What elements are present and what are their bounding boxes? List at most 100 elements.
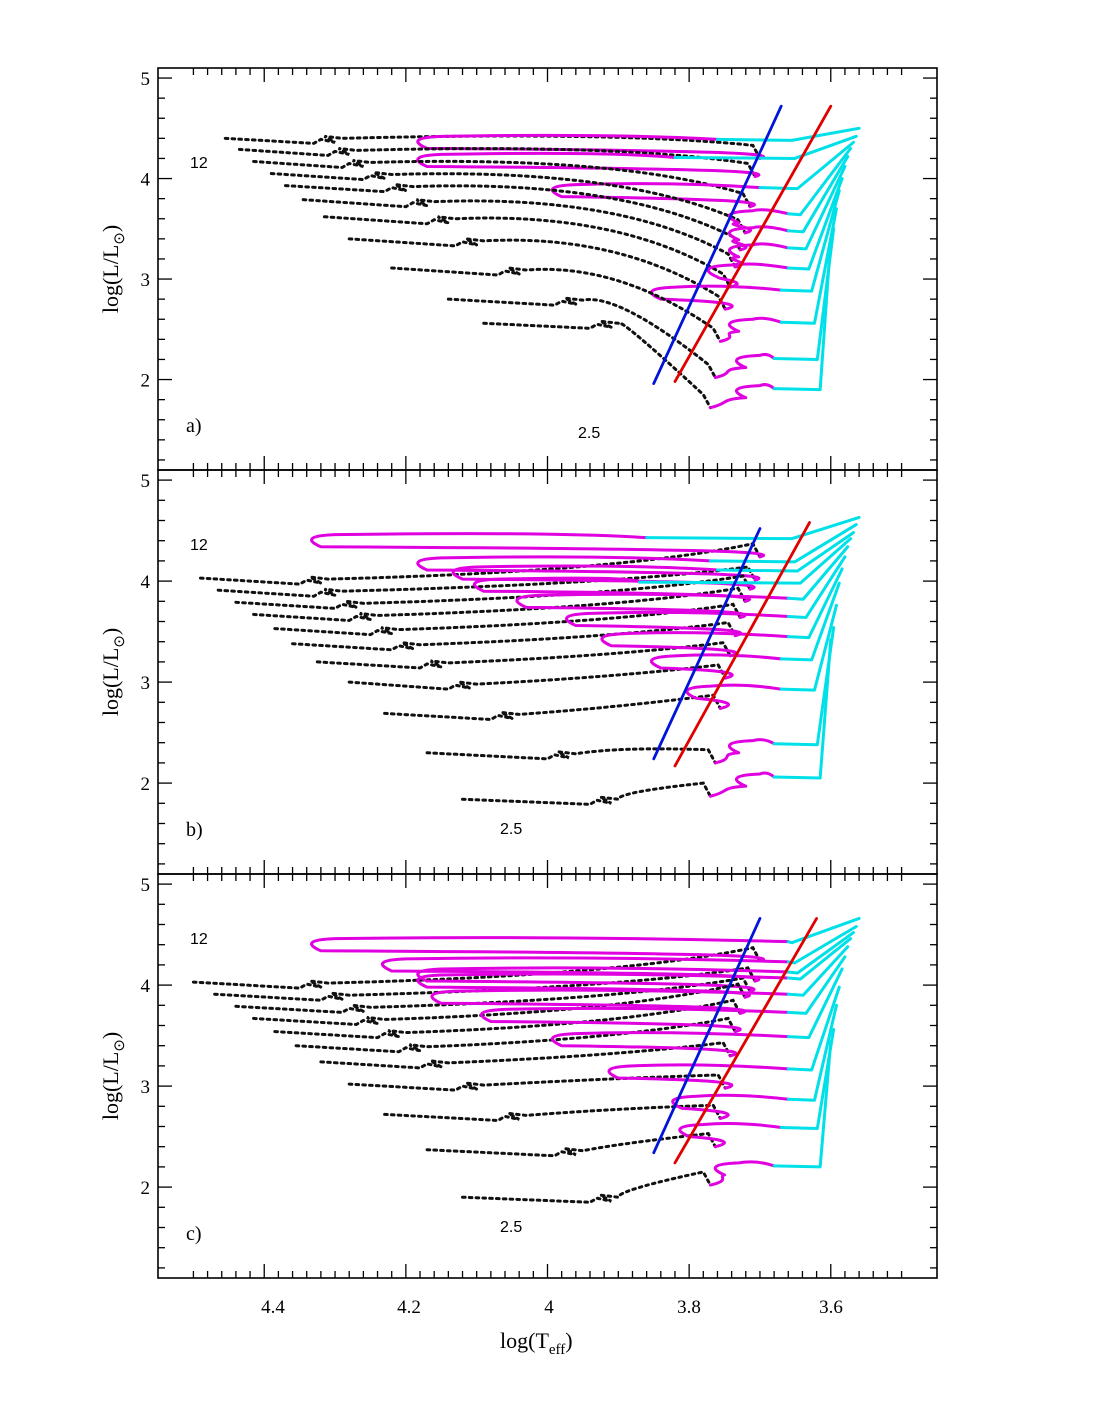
instability-strip-blue-edge — [652, 917, 762, 1155]
track-4-blue-loop — [671, 1093, 790, 1120]
panel-b: 5 4 3 2 log(L/L⊙) b) 12 2.5 — [98, 469, 938, 875]
track-2.5-blue-loop — [708, 1160, 776, 1187]
track-6msun — [319, 967, 844, 1070]
track-2.5-blue-loop — [708, 383, 776, 410]
track-7-blue-loop — [565, 610, 790, 638]
track-7msun — [291, 555, 847, 652]
track-12msun — [223, 126, 861, 160]
track-12-red-giant-branch — [715, 126, 861, 142]
mass-label-top: 12 — [190, 537, 208, 554]
track-8-red-giant-branch — [786, 154, 850, 234]
track-7-red-giant-branch — [786, 164, 847, 251]
track-4-main-sequence — [383, 1103, 722, 1122]
y-axis-title-c: log(L/L⊙) — [98, 1032, 128, 1120]
track-6-blue-loop — [706, 262, 790, 289]
y-axis-title-b: log(L/L⊙) — [98, 628, 128, 716]
x-tick-labels: 4.4 4.2 4 3.8 3.6 — [261, 1297, 843, 1318]
track-3msun — [425, 1028, 836, 1158]
track-6-red-giant-branch — [786, 177, 844, 271]
track-9-red-giant-branch — [786, 937, 853, 981]
instability-strip-red-edge — [673, 917, 819, 1165]
track-5msun — [347, 189, 841, 311]
y-tick-label-4: 4 — [141, 572, 151, 593]
track-7-blue-loop — [727, 242, 790, 269]
track-6msun — [315, 567, 844, 670]
y-tick-label-2: 2 — [141, 1178, 151, 1199]
track-8-red-giant-branch — [786, 545, 850, 601]
track-9-red-giant-branch — [638, 537, 853, 585]
track-11-red-giant-branch — [673, 134, 858, 160]
track-6-main-sequence — [319, 1041, 732, 1070]
track-5-blue-loop — [650, 284, 783, 311]
y-axis-title-main: log(L/L — [98, 1052, 123, 1120]
track-8-main-sequence — [273, 602, 742, 637]
y-tick-label-4: 4 — [141, 170, 151, 191]
track-3msun — [446, 227, 836, 380]
track-5-blue-loop — [650, 653, 783, 680]
y-axis-title-close: ) — [98, 1032, 123, 1039]
track-5-red-giant-branch — [779, 581, 841, 662]
track-3-main-sequence — [425, 1131, 717, 1158]
track-3-blue-loop — [678, 1121, 783, 1149]
track-6-blue-loop — [550, 1031, 790, 1058]
x-tick-label-4.2: 4.2 — [397, 1297, 421, 1318]
panel-a-data — [223, 104, 861, 410]
track-2.5-main-sequence — [461, 1170, 712, 1204]
track-12-blue-loop — [310, 936, 790, 963]
y-axis-title-close: ) — [98, 225, 123, 232]
track-2.5-red-giant-branch — [772, 638, 833, 780]
track-2.5-main-sequence — [482, 319, 712, 410]
track-11-main-sequence — [216, 565, 757, 598]
track-2.5msun — [461, 638, 833, 806]
track-12-blue-loop — [416, 133, 766, 160]
panel-b-data — [198, 515, 861, 806]
track-6-main-sequence — [322, 215, 732, 289]
x-tick-label-4: 4 — [544, 1297, 554, 1318]
track-10-red-giant-branch — [758, 140, 855, 191]
track-7-red-giant-branch — [786, 955, 847, 1015]
track-3-main-sequence — [446, 296, 717, 380]
track-9-main-sequence — [269, 171, 747, 235]
track-2.5-main-sequence — [461, 781, 712, 806]
track-8msun — [273, 945, 850, 1040]
track-4-blue-loop — [718, 316, 783, 343]
panel-label-a: a) — [186, 415, 202, 437]
y-tick-label-2: 2 — [141, 774, 151, 795]
track-12-blue-loop — [310, 532, 765, 559]
x-axis-title-main: log(T — [500, 1328, 549, 1353]
y-tick-label-5: 5 — [141, 471, 151, 492]
track-5-main-sequence — [347, 1073, 727, 1092]
sun-symbol: ⊙ — [112, 635, 128, 648]
x-tick-label-3.8: 3.8 — [677, 1297, 701, 1318]
track-12-red-giant-branch — [645, 515, 861, 541]
panel-c: 5 4 3 2 log(L/L⊙) c) 12 2.5 — [98, 873, 938, 1279]
track-11-blue-loop — [416, 555, 761, 582]
track-4-main-sequence — [383, 693, 722, 721]
track-3-main-sequence — [425, 747, 717, 765]
track-6-blue-loop — [600, 631, 790, 658]
sun-symbol: ⊙ — [112, 1039, 128, 1052]
x-tick-label-4.4: 4.4 — [261, 1297, 285, 1318]
y-tick-label-3: 3 — [141, 270, 151, 291]
track-3-blue-loop — [713, 738, 776, 765]
y-axis-title-close: ) — [98, 628, 123, 635]
track-8-main-sequence — [283, 183, 742, 252]
track-4-blue-loop — [685, 683, 783, 710]
track-12-red-giant-branch — [786, 916, 861, 945]
y-tick-label-5: 5 — [141, 69, 151, 90]
track-4-red-giant-branch — [779, 603, 838, 692]
track-4-main-sequence — [390, 266, 722, 343]
track-2.5-red-giant-branch — [772, 237, 833, 392]
track-4msun — [383, 1003, 838, 1122]
mass-label-bottom: 2.5 — [500, 821, 522, 838]
mass-label-top: 12 — [190, 155, 208, 172]
y-axis-title-a: log(L/L⊙) — [98, 225, 128, 313]
track-7-main-sequence — [301, 198, 737, 269]
y-tick-label-3: 3 — [141, 673, 151, 694]
track-2.5-red-giant-branch — [772, 1040, 833, 1169]
panels-group: 5432log(L/L⊙)a)122.55432log(L/L⊙)b)122.5… — [98, 67, 938, 1279]
track-7msun — [301, 164, 847, 269]
instability-strip-blue-edge — [652, 527, 762, 761]
instability-strip-blue-edge — [652, 104, 783, 385]
